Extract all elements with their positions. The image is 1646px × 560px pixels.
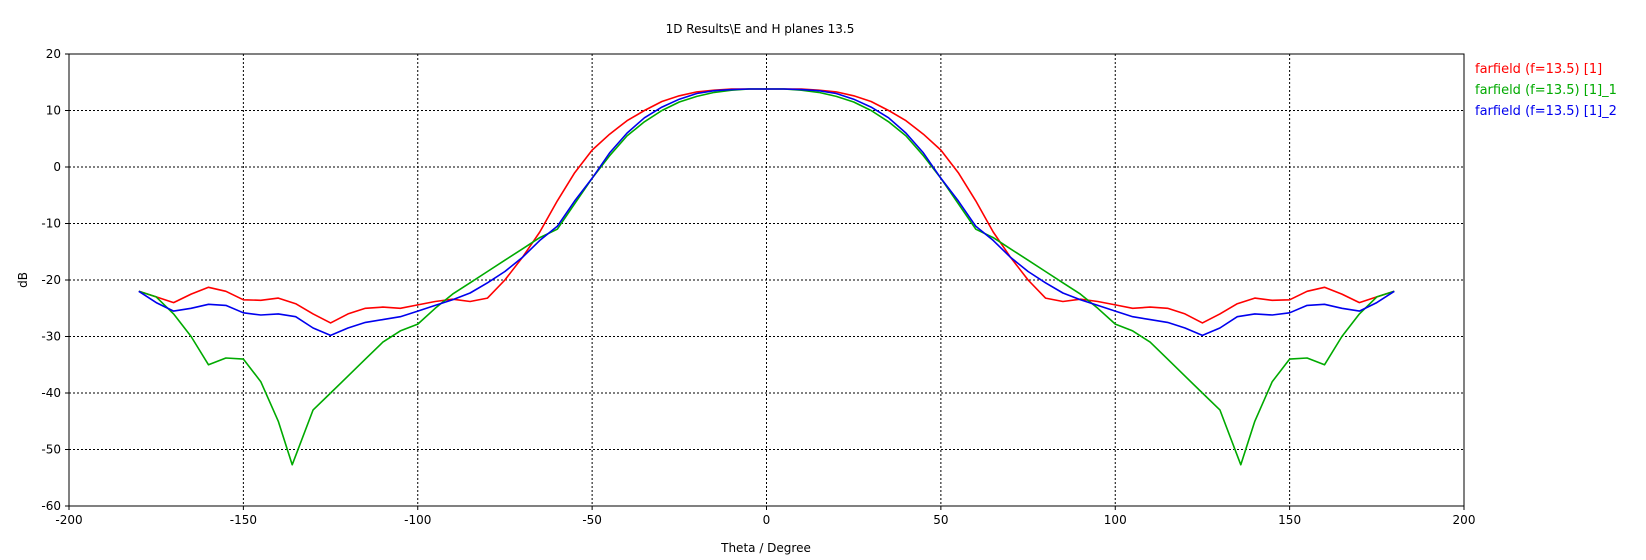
y-tick-label: -20	[41, 273, 61, 287]
x-tick-label: -200	[55, 513, 82, 527]
legend: farfield (f=13.5) [1] farfield (f=13.5) […	[1475, 62, 1617, 119]
series-line-2	[138, 88, 1395, 466]
series-lines	[138, 88, 1395, 466]
x-tick-label: 150	[1278, 513, 1301, 527]
x-tick-label: -150	[230, 513, 257, 527]
legend-entry-1: farfield (f=13.5) [1]	[1475, 62, 1602, 77]
y-tick-label: -30	[41, 330, 61, 344]
y-tick-label: 0	[53, 160, 61, 174]
x-tick-labels: -200 -150 -100 -50 0 50 100 150 200	[55, 506, 1475, 527]
x-tick-label: -100	[404, 513, 431, 527]
x-axis-label: Theta / Degree	[720, 541, 811, 555]
x-tick-label: -50	[582, 513, 602, 527]
y-tick-label: -40	[41, 386, 61, 400]
y-tick-labels: 20 10 0 -10 -20 -30 -40 -50 -60	[41, 47, 69, 513]
chart-title: 1D Results\E and H planes 13.5	[666, 22, 855, 36]
y-tick-label: -60	[41, 499, 61, 513]
y-tick-label: -10	[41, 217, 61, 231]
x-tick-label: 200	[1453, 513, 1476, 527]
y-tick-label: 10	[46, 104, 61, 118]
legend-entry-3: farfield (f=13.5) [1]_2	[1475, 104, 1617, 119]
grid-lines	[69, 54, 1464, 506]
y-tick-label: -50	[41, 443, 61, 457]
x-tick-label: 50	[933, 513, 948, 527]
series-line-3	[138, 88, 1395, 337]
y-tick-label: 20	[46, 47, 61, 61]
legend-entry-2: farfield (f=13.5) [1]_1	[1475, 83, 1617, 98]
y-axis-label: dB	[16, 272, 30, 288]
x-tick-label: 0	[763, 513, 771, 527]
x-tick-label: 100	[1104, 513, 1127, 527]
